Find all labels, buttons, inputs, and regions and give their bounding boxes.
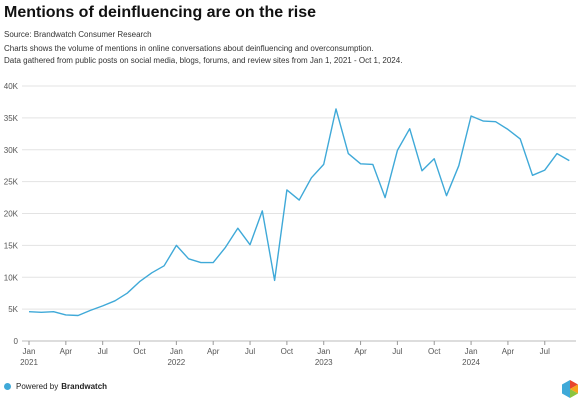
x-tick-label: Jan — [23, 347, 36, 356]
y-axis-ticks: 0 5K 10K 15K 20K 25K 30K 35K 40K — [4, 82, 19, 346]
x-tick-label: Apr — [354, 347, 367, 356]
x-tick-label: Oct — [133, 347, 146, 356]
x-tick-year-label: 2022 — [167, 358, 185, 367]
footer: Powered by Brandwatch — [4, 382, 107, 391]
x-tick-label: Jan — [465, 347, 478, 356]
x-tick-year-label: 2021 — [20, 358, 38, 367]
x-tick-year-label: 2023 — [315, 358, 333, 367]
x-tick-label: Jul — [245, 347, 255, 356]
x-tick-label: Oct — [428, 347, 441, 356]
powered-by-label: Powered by — [16, 382, 59, 391]
y-tick-label: 10K — [4, 273, 19, 282]
brand-name[interactable]: Brandwatch — [61, 382, 108, 391]
brandwatch-dot-icon — [4, 383, 11, 390]
grid-lines — [22, 85, 576, 342]
x-tick-year-label: 2024 — [462, 358, 480, 367]
y-tick-label: 0 — [14, 337, 19, 346]
x-tick-label: Jul — [540, 347, 550, 356]
y-tick-label: 25K — [4, 178, 19, 187]
y-tick-label: 30K — [4, 146, 19, 155]
y-tick-label: 15K — [4, 241, 19, 250]
x-tick-label: Jul — [392, 347, 402, 356]
x-tick-label: Jul — [98, 347, 108, 356]
y-tick-label: 20K — [4, 210, 19, 219]
page-title: Mentions of deinfluencing are on the ris… — [4, 4, 317, 21]
x-tick-label: Apr — [502, 347, 515, 356]
x-tick-label: Jan — [170, 347, 183, 356]
x-axis-ticks: Jan 2021 Apr Jul Oct Jan 2022 Apr Jul Oct Jan 2023 A… — [20, 341, 550, 367]
series-layer — [28, 108, 570, 317]
description-line-1: Charts shows the volume of mentions in o… — [4, 44, 374, 53]
y-tick-label: 40K — [4, 82, 19, 91]
y-tick-label: 35K — [4, 114, 19, 123]
brandwatch-logo-icon — [562, 380, 578, 398]
series-line — [28, 108, 570, 317]
source-text: Source: Brandwatch Consumer Research — [4, 30, 152, 39]
x-tick-label: Apr — [60, 347, 73, 356]
description: Charts shows the volume of mentions in o… — [4, 43, 564, 67]
description-line-2: Data gathered from public posts on socia… — [4, 56, 403, 65]
x-tick-label: Jan — [317, 347, 330, 356]
x-tick-label: Oct — [281, 347, 294, 356]
x-tick-label: Apr — [207, 347, 220, 356]
y-tick-label: 5K — [8, 305, 18, 314]
